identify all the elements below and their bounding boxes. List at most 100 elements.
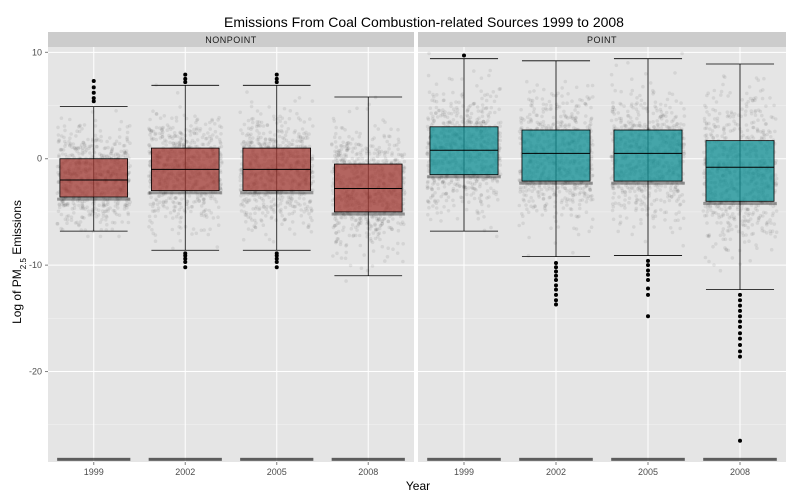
jitter-point	[189, 209, 193, 214]
jitter-point	[158, 200, 162, 204]
jitter-point	[123, 150, 127, 155]
jitter-point	[358, 216, 363, 221]
jitter-point	[239, 203, 243, 207]
jitter-point	[399, 153, 403, 157]
jitter-point	[261, 223, 266, 227]
jitter-point	[359, 153, 363, 157]
jitter-point	[78, 145, 83, 150]
jitter-point	[457, 100, 461, 105]
jitter-point	[518, 136, 522, 140]
jitter-point	[680, 51, 684, 56]
jitter-point	[173, 134, 177, 138]
jitter-point	[293, 99, 297, 103]
jitter-point	[252, 191, 257, 195]
jitter-point	[387, 134, 391, 138]
jitter-point	[354, 142, 358, 146]
jitter-point	[311, 170, 315, 174]
jitter-point	[189, 141, 193, 145]
jitter-point	[675, 199, 679, 203]
jitter-point	[357, 220, 362, 224]
jitter-point	[202, 214, 207, 218]
jitter-point	[664, 210, 669, 214]
jitter-point	[167, 125, 171, 129]
jitter-point	[344, 279, 348, 283]
jitter-point	[446, 195, 451, 199]
jitter-point	[343, 215, 348, 220]
jitter-point	[432, 95, 436, 99]
jitter-point	[161, 200, 166, 205]
x-tick-label: 2002	[175, 467, 195, 477]
jitter-point	[347, 233, 352, 238]
jitter-point	[93, 133, 98, 138]
jitter-point	[239, 128, 243, 132]
jitter-point	[239, 183, 243, 188]
jitter-point	[85, 205, 89, 209]
jitter-point	[590, 194, 594, 198]
jitter-point	[334, 125, 339, 130]
jitter-point	[372, 151, 377, 156]
jitter-point	[383, 150, 388, 154]
jitter-point	[556, 225, 561, 229]
jitter-point	[554, 102, 559, 107]
jitter-point	[70, 145, 74, 150]
jitter-point	[345, 211, 350, 216]
jitter-point	[206, 131, 210, 135]
jitter-point	[544, 107, 549, 112]
jitter-point	[540, 97, 545, 101]
jitter-point	[151, 231, 155, 236]
jitter-point	[244, 141, 248, 146]
jitter-point	[114, 139, 119, 144]
jitter-point	[71, 142, 76, 146]
jitter-point	[528, 117, 533, 121]
jitter-point	[378, 215, 383, 219]
jitter-point	[487, 73, 491, 78]
jitter-point	[308, 117, 312, 121]
jitter-point	[344, 153, 348, 157]
jitter-point	[364, 211, 368, 216]
jitter-point	[443, 192, 448, 196]
jitter-point	[449, 111, 454, 116]
jitter-point	[497, 107, 502, 112]
jitter-point	[471, 191, 476, 195]
jitter-point	[637, 121, 642, 125]
jitter-point	[184, 127, 188, 132]
jitter-point	[580, 198, 585, 202]
jitter-point	[179, 205, 183, 210]
jitter-point	[587, 229, 591, 234]
jitter-point	[342, 212, 346, 217]
jitter-point	[640, 207, 645, 212]
jitter-point	[292, 130, 297, 135]
jitter-point	[439, 210, 444, 215]
jitter-point	[392, 159, 397, 163]
jitter-point	[359, 143, 363, 148]
jitter-point	[309, 230, 314, 234]
jitter-point	[254, 124, 259, 129]
jitter-point	[173, 133, 177, 138]
jitter-point	[148, 160, 152, 164]
jitter-point	[311, 124, 315, 128]
jitter-point	[395, 143, 399, 147]
jitter-point	[498, 163, 503, 167]
jitter-point	[116, 153, 121, 157]
jitter-point	[460, 77, 464, 81]
jitter-point	[218, 187, 223, 191]
jitter-point	[668, 226, 673, 230]
jitter-point	[634, 206, 639, 211]
jitter-point	[161, 192, 166, 197]
jitter-point	[455, 182, 460, 186]
jitter-point	[56, 140, 61, 144]
jitter-point	[246, 198, 251, 203]
jitter-point	[128, 200, 132, 204]
jitter-point	[62, 203, 67, 207]
jitter-point	[81, 140, 85, 145]
jitter-point	[477, 211, 481, 215]
jitter-point	[96, 208, 101, 212]
jitter-point	[92, 204, 97, 208]
jitter-point	[77, 124, 82, 128]
jitter-point	[652, 125, 656, 129]
jitter-point	[667, 198, 672, 203]
jitter-point	[613, 88, 617, 93]
jitter-point	[111, 153, 116, 158]
jitter-point	[623, 198, 627, 202]
jitter-point	[433, 191, 437, 195]
